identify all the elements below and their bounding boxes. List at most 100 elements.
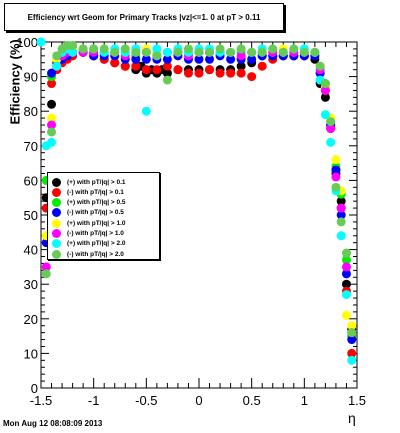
data-point-s7 bbox=[347, 328, 357, 338]
legend-label: (+) with pT/|q| > 2.0 bbox=[67, 240, 126, 248]
legend-marker-icon bbox=[52, 208, 61, 218]
legend-label: (-) with pT/|q| > 1.0 bbox=[67, 230, 124, 237]
legend-label: (+) with pT/|q| > 1.0 bbox=[67, 219, 126, 227]
y-tick-label: 100 bbox=[16, 35, 38, 50]
data-point-s0 bbox=[47, 99, 57, 109]
legend-label: (-) with pT/|q| > 0.5 bbox=[67, 209, 124, 217]
data-point-s0 bbox=[162, 68, 172, 78]
y-tick-label: 10 bbox=[24, 346, 38, 361]
data-point-s7 bbox=[326, 117, 336, 127]
data-point-s5 bbox=[326, 124, 336, 133]
data-point-s7 bbox=[110, 47, 120, 57]
chart-title-box: Efficiency wrt Geom for Primary Tracks |… bbox=[4, 3, 284, 31]
legend-item: (-) with pT/|q| > 0.1 bbox=[52, 187, 124, 197]
data-point-s1 bbox=[173, 65, 183, 75]
timestamp: Mon Aug 12 08:08:09 2013 bbox=[3, 419, 103, 428]
data-point-s7 bbox=[331, 182, 341, 192]
data-point-s7 bbox=[131, 47, 141, 57]
data-point-s7 bbox=[268, 44, 278, 54]
data-point-s6 bbox=[36, 37, 46, 47]
data-point-s3 bbox=[47, 68, 57, 78]
data-point-s4 bbox=[331, 155, 341, 165]
data-point-s3 bbox=[341, 269, 351, 279]
data-point-s5 bbox=[236, 51, 246, 61]
data-points-layer bbox=[36, 37, 357, 365]
legend-marker-icon bbox=[52, 239, 61, 249]
data-point-s1 bbox=[236, 68, 246, 78]
data-point-s5 bbox=[320, 85, 330, 95]
x-tick-label: -1 bbox=[88, 393, 100, 408]
data-point-s7 bbox=[299, 47, 309, 57]
data-point-s7 bbox=[52, 51, 62, 61]
legend-marker-icon bbox=[52, 249, 61, 259]
data-point-s6 bbox=[52, 61, 62, 71]
data-point-s0 bbox=[336, 196, 346, 206]
data-point-s7 bbox=[141, 47, 151, 57]
data-point-s1 bbox=[141, 65, 151, 75]
data-point-s1 bbox=[215, 68, 225, 78]
data-point-s3 bbox=[205, 54, 215, 64]
data-point-s7 bbox=[289, 44, 299, 54]
data-point-s7 bbox=[341, 248, 351, 258]
data-point-s7 bbox=[236, 44, 246, 54]
data-point-s3 bbox=[226, 54, 236, 64]
data-point-s3 bbox=[347, 335, 357, 345]
data-point-s7 bbox=[278, 47, 288, 57]
data-point-s3 bbox=[247, 54, 257, 64]
legend-marker-icon bbox=[52, 198, 61, 208]
data-point-s5 bbox=[41, 262, 51, 272]
legend-item: (+) with pT/|q| > 0.5 bbox=[52, 198, 126, 208]
data-point-s5 bbox=[341, 262, 351, 272]
data-point-s7 bbox=[194, 47, 204, 57]
legend-item: (+) with pT/|q| > 1.0 bbox=[52, 218, 126, 228]
data-point-s0 bbox=[236, 61, 246, 71]
data-point-s1 bbox=[183, 68, 193, 78]
data-point-s3 bbox=[336, 210, 346, 220]
data-point-s4 bbox=[341, 310, 351, 320]
data-point-s2 bbox=[341, 255, 351, 265]
data-point-s7 bbox=[226, 47, 236, 57]
data-point-s3 bbox=[194, 54, 204, 64]
data-point-s3 bbox=[141, 54, 151, 64]
y-axis-label: Efficiency (%) bbox=[7, 39, 23, 125]
data-point-s0 bbox=[320, 92, 330, 102]
data-point-s5 bbox=[331, 172, 341, 182]
data-point-s7 bbox=[120, 44, 130, 54]
data-point-s1 bbox=[120, 61, 130, 71]
legend-item: (-) with pT/|q| > 2.0 bbox=[52, 249, 124, 259]
data-point-s7 bbox=[205, 47, 215, 57]
data-point-s7 bbox=[152, 51, 162, 61]
chart-legend: (+) with pT/|q| > 0.1 (-) with pT/|q| > 0… bbox=[47, 172, 160, 260]
data-point-s7 bbox=[99, 44, 109, 54]
data-point-s1 bbox=[347, 348, 357, 358]
y-tick-label: 0 bbox=[31, 381, 38, 396]
data-point-s4 bbox=[47, 113, 57, 123]
data-point-s3 bbox=[162, 54, 172, 64]
x-tick-label: 1 bbox=[301, 393, 308, 408]
data-point-s6 bbox=[336, 231, 346, 241]
data-point-s3 bbox=[131, 54, 141, 64]
x-tick-label: 0.5 bbox=[243, 393, 261, 408]
data-point-s7 bbox=[89, 44, 99, 54]
data-point-s7 bbox=[336, 217, 346, 227]
data-point-s6 bbox=[152, 44, 162, 54]
y-tick-label: 90 bbox=[24, 70, 38, 85]
data-point-s1 bbox=[194, 68, 204, 78]
data-point-s6 bbox=[347, 355, 357, 365]
data-point-s5 bbox=[47, 120, 57, 130]
legend-label: (-) with pT/|q| > 0.1 bbox=[67, 188, 124, 196]
legend-item: (+) with pT/|q| > 0.1 bbox=[52, 177, 126, 187]
data-point-s5 bbox=[336, 203, 346, 213]
data-point-s1 bbox=[131, 61, 141, 71]
legend-marker-icon bbox=[52, 187, 61, 197]
legend-label: (+) with pT/|q| > 0.1 bbox=[67, 178, 126, 186]
data-point-s6 bbox=[47, 137, 57, 147]
data-point-s0 bbox=[341, 279, 351, 289]
data-point-s7 bbox=[310, 47, 320, 57]
y-tick-label: 50 bbox=[24, 208, 38, 223]
y-tick-label: 70 bbox=[24, 139, 38, 154]
data-point-s7 bbox=[247, 47, 257, 57]
x-tick-label: 1.5 bbox=[348, 393, 366, 408]
data-point-s6 bbox=[68, 47, 78, 57]
